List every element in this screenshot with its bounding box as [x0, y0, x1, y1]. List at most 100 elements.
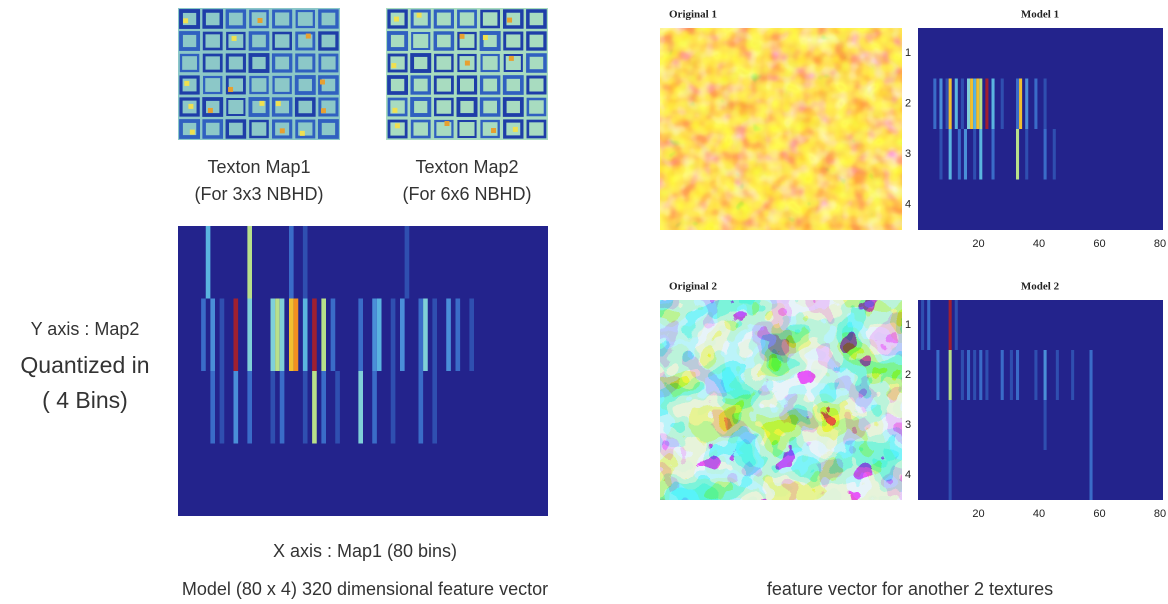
y-tick-label: 3	[905, 419, 911, 431]
texture-spot	[460, 34, 465, 39]
texture-spot	[188, 104, 193, 109]
heatmap-cell	[469, 299, 474, 372]
heatmap-cell	[921, 300, 924, 350]
texture-spot	[395, 123, 400, 128]
heatmap-cell	[1034, 350, 1037, 400]
heatmap-cell	[1090, 400, 1093, 450]
heatmap-cell	[1025, 129, 1028, 180]
x-axis-label: X axis : Map1 (80 bins)	[273, 541, 457, 561]
heatmap-cell	[1016, 350, 1019, 400]
y-tick-label: 2	[905, 369, 911, 381]
figure: Texton Map1 (For 3x3 NBHD) Texton Map2 (…	[0, 0, 1168, 604]
heatmap-cell	[1010, 350, 1013, 400]
heatmap-cell	[391, 299, 396, 372]
heatmap-cell	[955, 79, 958, 130]
texton-map-image	[178, 8, 340, 140]
heatmap-cell	[201, 299, 206, 372]
heatmap-cell	[432, 371, 437, 444]
heatmap-cell	[973, 129, 976, 180]
heatmap-cell	[1056, 350, 1059, 400]
heatmap-cell	[973, 79, 976, 130]
texture-spot	[228, 87, 233, 92]
texture-spot	[507, 18, 512, 23]
heatmap-cell	[280, 371, 285, 444]
heatmap-cell	[1001, 350, 1004, 400]
texture-spot	[259, 101, 264, 106]
texture-spot	[491, 128, 496, 133]
heatmap-cell	[372, 371, 377, 444]
texture-spot	[483, 35, 488, 40]
texture-spot	[392, 108, 397, 113]
texture-spot	[258, 18, 263, 23]
heatmap-cell	[1071, 350, 1074, 400]
y-tick-label: 1	[905, 47, 911, 59]
y-tick-label: 4	[905, 199, 911, 211]
caption: Model (80 x 4) 320 dimensional feature v…	[182, 579, 548, 599]
x-tick-label: 40	[1033, 508, 1045, 520]
heatmap-cell	[976, 79, 979, 130]
heatmap-cell	[303, 299, 308, 372]
heatmap-cell	[939, 79, 942, 130]
model-heatmap	[918, 300, 1163, 500]
heatmap-cell	[303, 371, 308, 444]
texture-spot	[394, 17, 399, 22]
panel-title: Model 1	[1021, 9, 1059, 21]
texture-spot	[190, 130, 195, 135]
heatmap-cell	[979, 129, 982, 180]
caption: feature vector for another 2 textures	[767, 579, 1053, 599]
heatmap-cell	[992, 79, 995, 130]
texture-spot	[321, 108, 326, 113]
heatmap-cell	[234, 371, 239, 444]
heatmap-cell	[979, 79, 982, 130]
heatmap-cell	[289, 226, 294, 299]
heatmap-cell	[964, 129, 967, 180]
heatmap-cell	[419, 371, 424, 444]
heatmap-cell	[206, 226, 211, 299]
texton-label: Texton Map1	[207, 157, 310, 177]
heatmap-cell	[210, 299, 215, 372]
y-axis-label: Y axis : Map2	[31, 319, 140, 339]
heatmap-cell	[456, 299, 461, 372]
heatmap-cell	[432, 299, 437, 372]
texture-spot	[444, 121, 449, 126]
heatmap-cell	[446, 299, 451, 372]
heatmap-cell	[377, 299, 382, 372]
heatmap-cell	[1016, 79, 1019, 130]
heatmap-cell	[1019, 79, 1022, 130]
panel-title: Model 2	[1021, 281, 1060, 293]
heatmap-cell	[1044, 79, 1047, 130]
original-image	[660, 300, 902, 500]
texture-spot	[391, 63, 396, 68]
heatmap-cell	[1090, 450, 1093, 500]
texture-spot	[208, 108, 213, 113]
texture-spot	[300, 131, 305, 136]
texture-spot	[184, 81, 189, 86]
heatmap-cell	[247, 299, 252, 372]
y-tick-label: 2	[905, 98, 911, 110]
y-tick-label: 1	[905, 319, 911, 331]
texture-spot	[276, 101, 281, 106]
heatmap-cell	[280, 299, 285, 372]
panel-title: Original 2	[669, 281, 717, 293]
heatmap-cell	[247, 371, 252, 444]
heatmap-cell	[1053, 129, 1056, 180]
heatmap-cell	[1016, 129, 1019, 180]
heatmap-cell	[946, 79, 949, 130]
heatmap-cell	[967, 79, 970, 130]
texture-spot	[232, 36, 237, 41]
heatmap-cell	[271, 299, 276, 372]
heatmap-cell	[1025, 79, 1028, 130]
y-tick-label: 4	[905, 469, 911, 481]
texture-spot	[320, 79, 325, 84]
texture-spot	[280, 128, 285, 133]
heatmap-cell	[939, 129, 942, 180]
heatmap-cell	[312, 299, 317, 372]
heatmap-cell	[979, 350, 982, 400]
heatmap-cell	[312, 371, 317, 444]
heatmap-cell	[419, 299, 424, 372]
heatmap-cell	[949, 79, 952, 130]
heatmap-cell	[970, 79, 973, 130]
heatmap-cell	[1044, 129, 1047, 180]
texture-spot	[509, 56, 514, 61]
heatmap-cell	[400, 299, 405, 372]
